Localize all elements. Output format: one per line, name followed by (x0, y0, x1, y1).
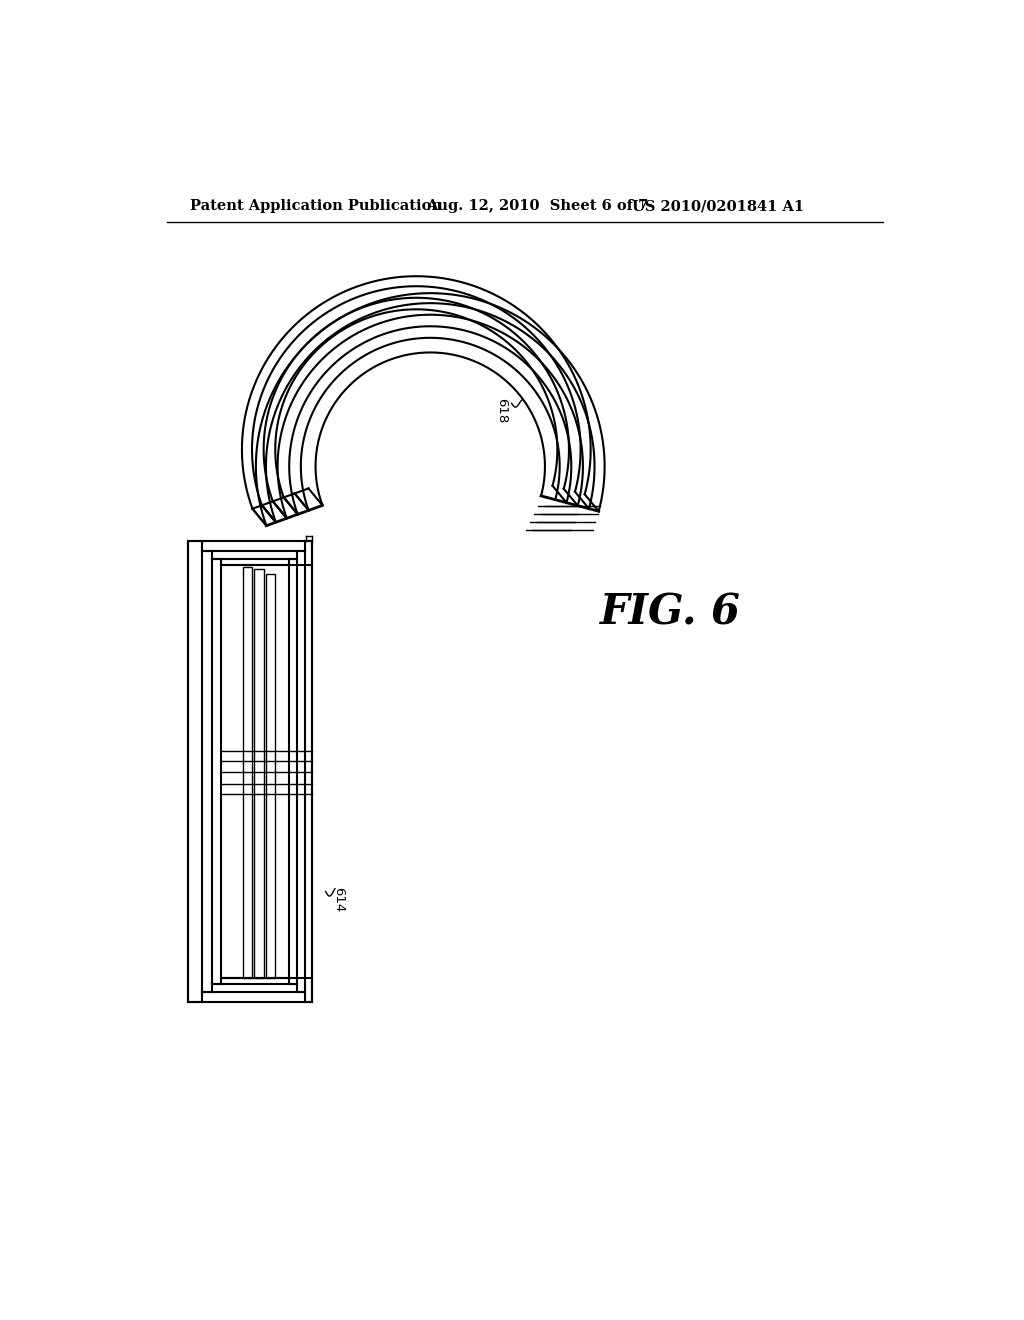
Text: Patent Application Publication: Patent Application Publication (190, 199, 442, 213)
Bar (212, 558, 297, 983)
Bar (254, 569, 263, 978)
Text: FIG. 6: FIG. 6 (600, 591, 741, 634)
Bar (188, 541, 312, 1002)
Text: 614: 614 (332, 887, 345, 912)
Bar (243, 566, 252, 978)
Text: 618: 618 (496, 397, 508, 422)
Bar (202, 552, 305, 991)
Bar (221, 565, 289, 978)
Bar (266, 574, 275, 978)
Text: Aug. 12, 2010  Sheet 6 of 7: Aug. 12, 2010 Sheet 6 of 7 (426, 199, 648, 213)
Text: US 2010/0201841 A1: US 2010/0201841 A1 (632, 199, 804, 213)
